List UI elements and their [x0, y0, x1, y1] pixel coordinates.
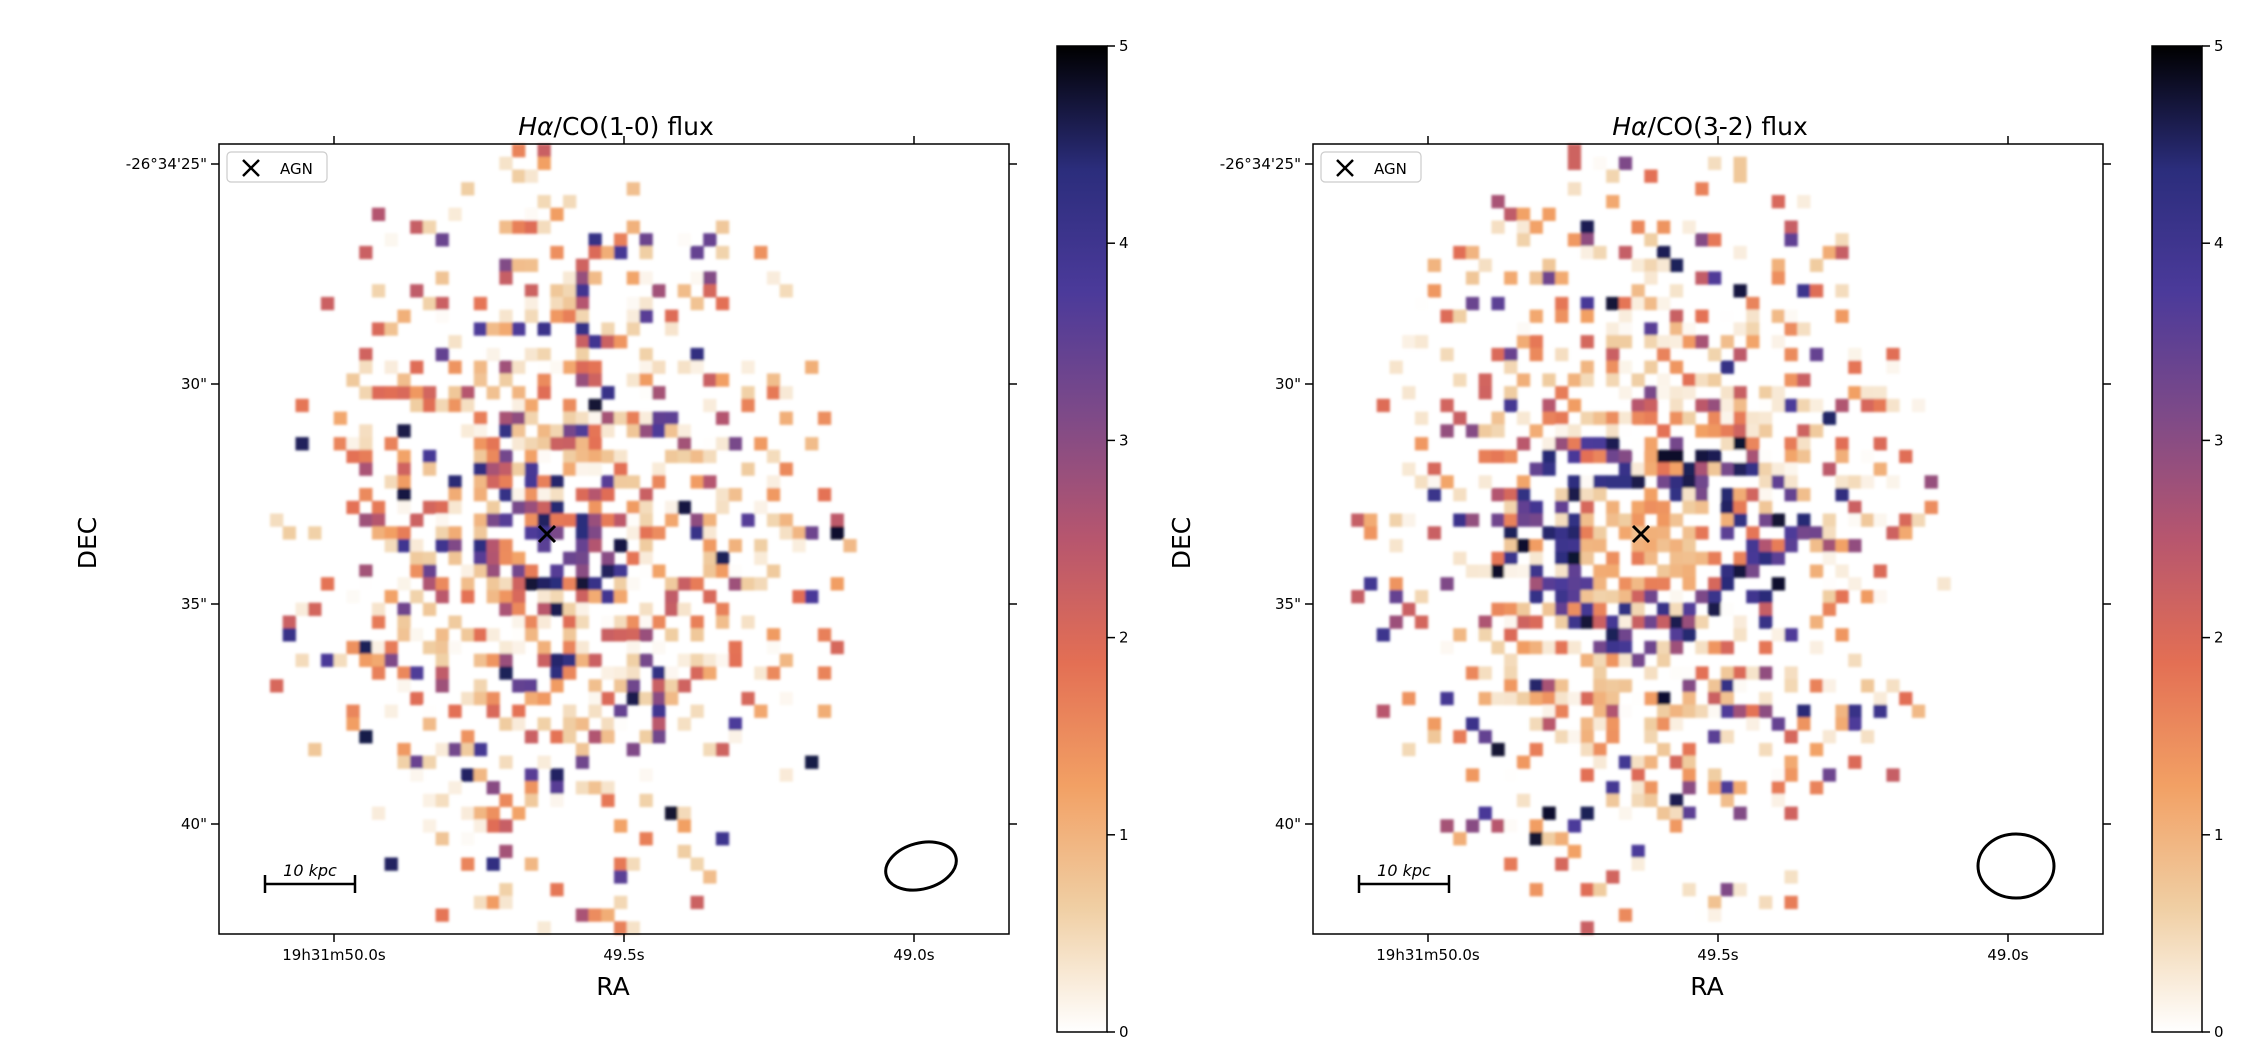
panel-2-agn-marker	[1631, 524, 1651, 544]
colorbar-tick-label: 0	[2214, 1023, 2224, 1041]
panel-1-ylabel: DEC	[73, 517, 102, 570]
panel-1-legend: AGN	[226, 151, 328, 183]
panel-2-xlabel: RA	[1690, 972, 1723, 1001]
y-tick-label: -26°34'25"	[126, 155, 207, 173]
panel-2-legend-x-marker	[1336, 159, 1354, 177]
panel-2-beam	[1976, 832, 2056, 900]
panel-1-legend-label: AGN	[280, 160, 313, 178]
y-tick-label: 30"	[1275, 375, 1301, 393]
panel-2-colorbar-gradient	[2151, 45, 2203, 1033]
panel-1-agn-marker	[537, 524, 557, 544]
panel-2-legend-label: AGN	[1374, 160, 1407, 178]
panel-1-scalebar: 10 kpc	[263, 861, 357, 893]
x-tick-label: 49.0s	[893, 946, 934, 964]
panel-2-title-rest: /CO(3-2) flux	[1648, 112, 1808, 141]
x-tick-label: 49.0s	[1987, 946, 2028, 964]
panel-2-scalebar: 10 kpc	[1357, 861, 1451, 893]
panel-1-xlabel: RA	[596, 972, 629, 1001]
x-tick-label: 49.5s	[1697, 946, 1738, 964]
y-tick-label: -26°34'25"	[1220, 155, 1301, 173]
panel-1-colorbar: 0 1 2 3 4 5	[1056, 37, 1129, 1041]
panel-2-legend: AGN	[1320, 151, 1422, 183]
y-tick-label: 30"	[181, 375, 207, 393]
colorbar-tick-label: 5	[2214, 37, 2224, 55]
panel-2-title: Hα/CO(3-2) flux	[1612, 112, 1808, 141]
panel-1-colorbar-ticks: 0 1 2 3 4 5	[1107, 37, 1129, 1041]
panel-1-ticks: 19h31m50.0s 49.5s 49.0s -26°34'25" 30" 35" 40"	[126, 136, 1017, 964]
colorbar-tick-label: 0	[1119, 1023, 1129, 1041]
panel-2-ticks: 19h31m50.0s 49.5s 49.0s -26°34'25" 30" 35" 40"	[1220, 136, 2111, 964]
panel-2: Hα/CO(3-2) flux 19h31m50.0s 49.5s 49.0s -26…	[1167, 37, 2224, 1041]
colorbar-tick-label: 2	[1119, 629, 1129, 647]
y-tick-label: 35"	[1275, 595, 1301, 613]
panel-2-frame	[1312, 143, 2104, 935]
colorbar-tick-label: 4	[2214, 234, 2224, 252]
panel-2-title-italic: Hα	[1612, 112, 1648, 141]
panel-1: Hα/CO(1-0) flux 19h31m50.0s 49.5s 49.0s -26…	[73, 37, 1129, 1041]
x-tick-label: 19h31m50.0s	[1376, 946, 1480, 964]
x-tick-label: 49.5s	[603, 946, 644, 964]
panel-1-beam	[884, 840, 958, 892]
panel-2-colorbar-ticks: 0 1 2 3 4 5	[2202, 37, 2224, 1041]
panel-1-heatmap	[270, 144, 857, 935]
panel-1-title-italic: Hα	[518, 112, 554, 141]
panel-1-scalebar-label: 10 kpc	[283, 861, 337, 880]
panel-1-title-rest: /CO(1-0) flux	[554, 112, 714, 141]
colorbar-tick-label: 5	[1119, 37, 1129, 55]
colorbar-tick-label: 1	[2214, 826, 2224, 844]
panel-1-title: Hα/CO(1-0) flux	[518, 112, 714, 141]
panel-2-heatmap	[1351, 144, 1951, 935]
colorbar-tick-label: 1	[1119, 826, 1129, 844]
colorbar-tick-label: 3	[2214, 431, 2224, 449]
x-tick-label: 19h31m50.0s	[282, 946, 386, 964]
panel-2-ylabel: DEC	[1167, 517, 1196, 570]
colorbar-tick-label: 2	[2214, 629, 2224, 647]
panel-1-colorbar-gradient	[1056, 45, 1108, 1033]
y-tick-label: 40"	[181, 815, 207, 833]
panel-1-legend-x-marker	[242, 159, 260, 177]
panel-2-scalebar-label: 10 kpc	[1377, 861, 1431, 880]
colorbar-tick-label: 4	[1119, 234, 1129, 252]
colorbar-tick-label: 3	[1119, 431, 1129, 449]
panel-1-frame	[218, 143, 1010, 935]
y-tick-label: 40"	[1275, 815, 1301, 833]
y-tick-label: 35"	[181, 595, 207, 613]
panel-2-colorbar: 0 1 2 3 4 5	[2151, 37, 2224, 1041]
